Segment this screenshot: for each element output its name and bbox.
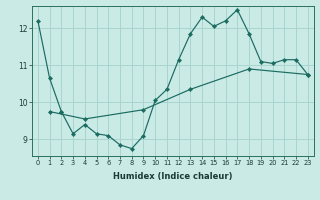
X-axis label: Humidex (Indice chaleur): Humidex (Indice chaleur)	[113, 172, 233, 181]
